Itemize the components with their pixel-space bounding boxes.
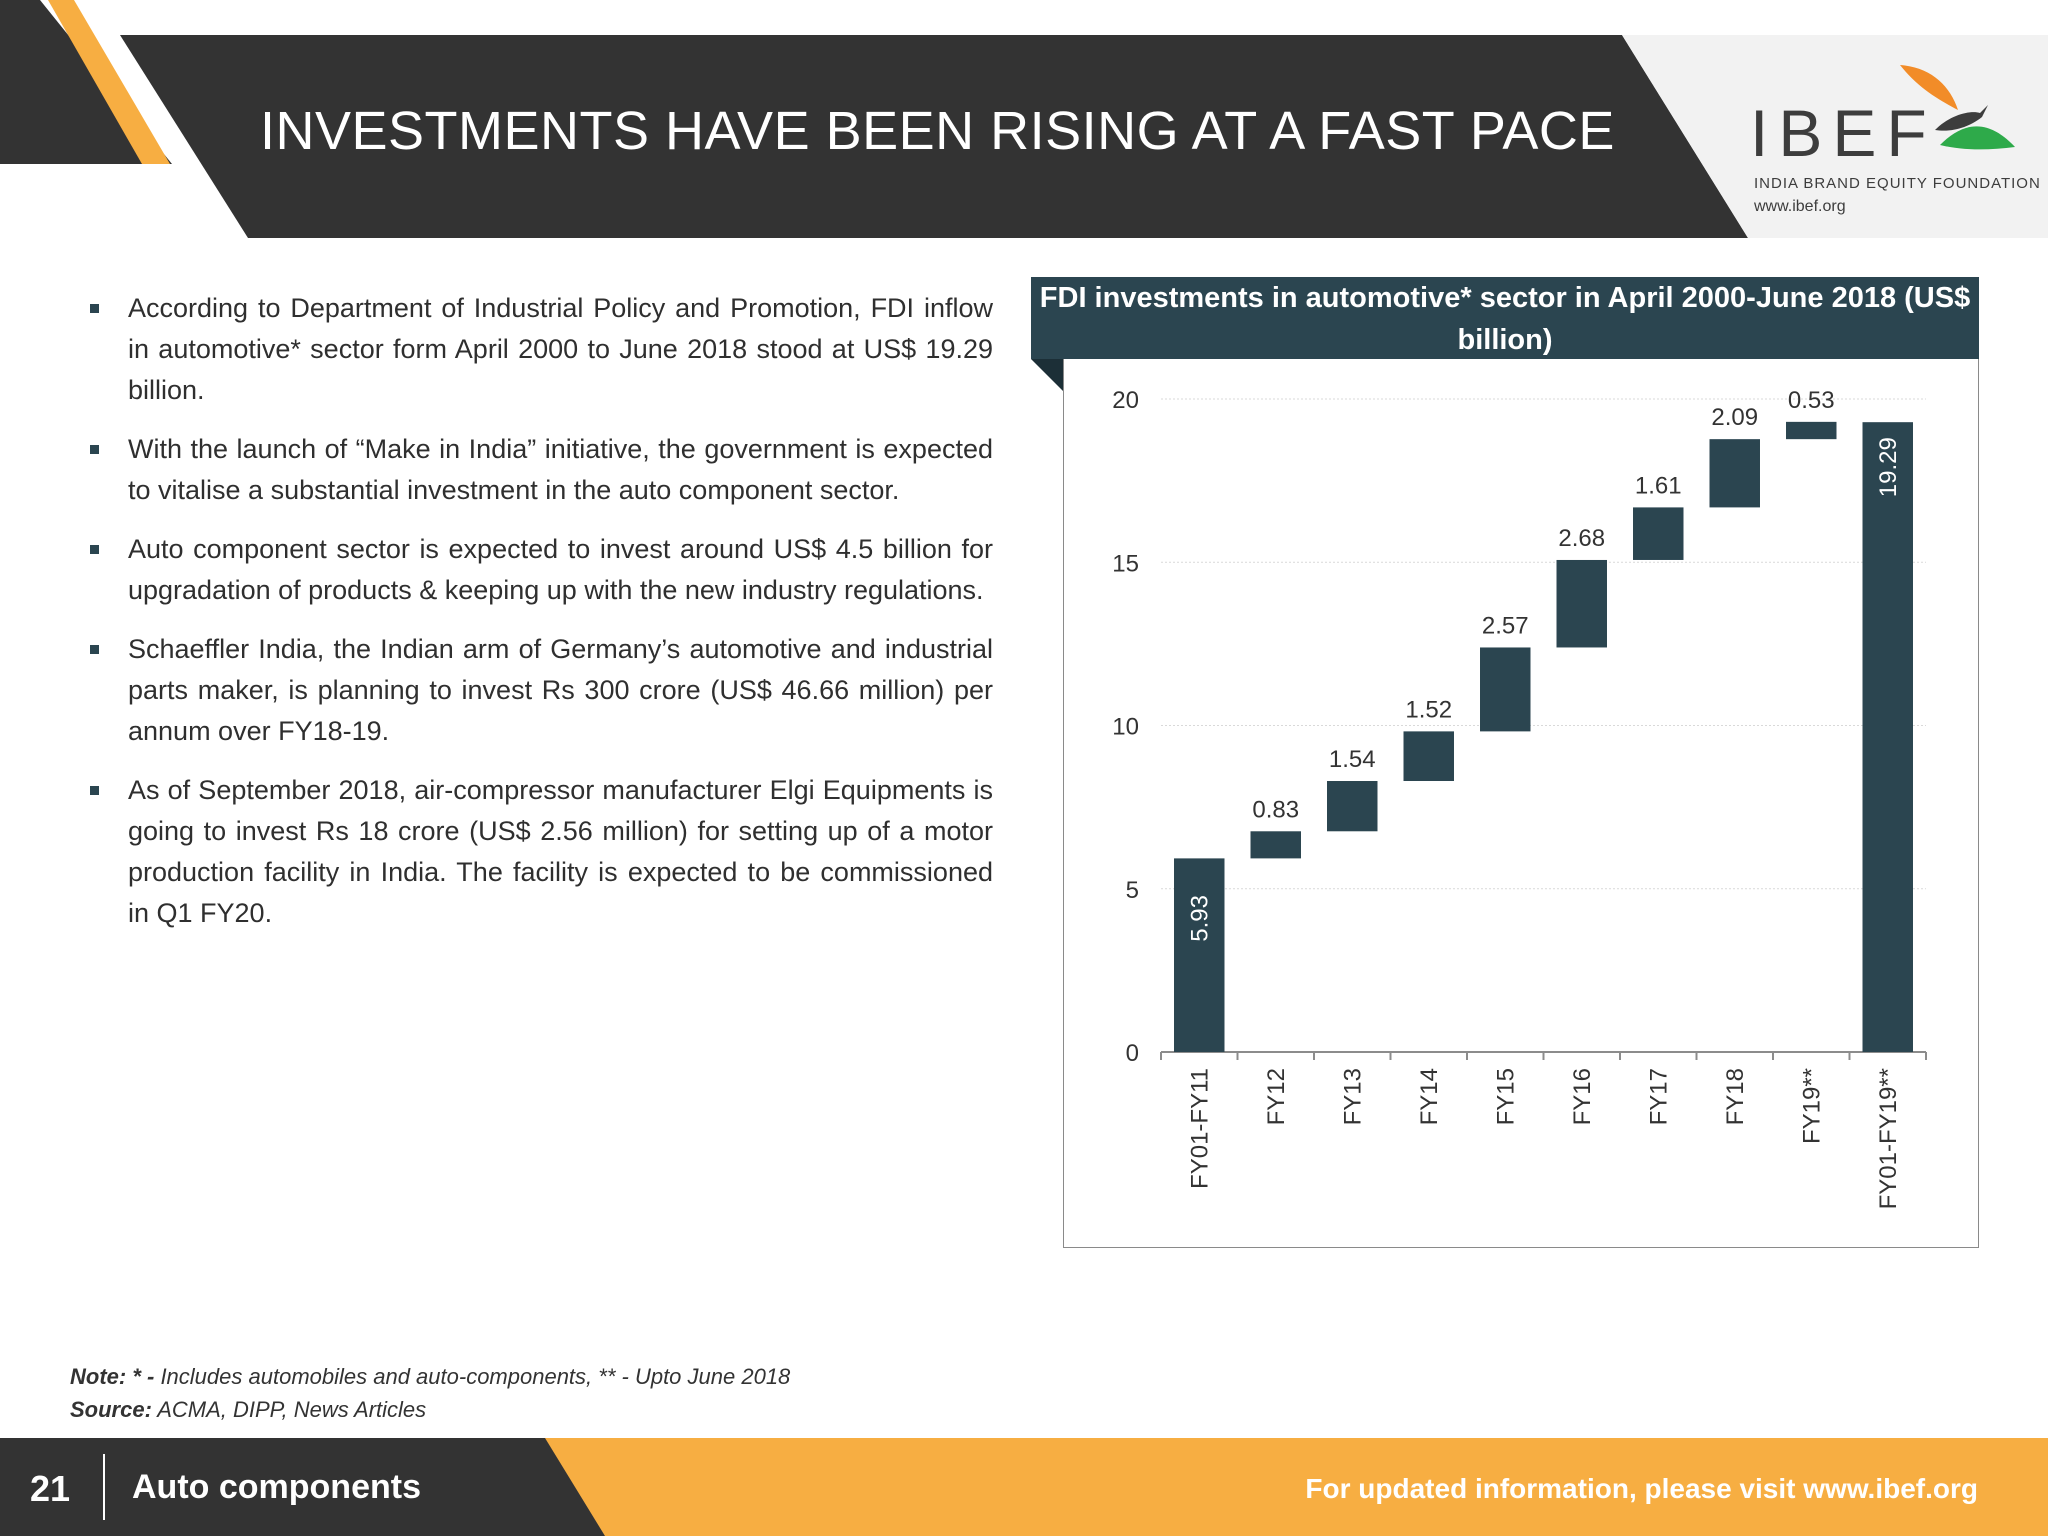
bullet-item: With the launch of “Make in India” initi… bbox=[90, 429, 993, 511]
x-tick-label: FY01-FY11 bbox=[1186, 1068, 1213, 1189]
bar bbox=[1709, 439, 1760, 508]
bullet-item: Schaeffler India, the Indian arm of Germ… bbox=[90, 629, 993, 752]
x-tick-label: FY14 bbox=[1416, 1068, 1443, 1125]
bullet-square-icon bbox=[90, 645, 99, 654]
bullet-list: According to Department of Industrial Po… bbox=[90, 288, 993, 952]
chart-title-banner bbox=[1031, 277, 1979, 359]
bullet-item: As of September 2018, air-compressor man… bbox=[90, 770, 993, 934]
bar bbox=[1174, 858, 1225, 1052]
data-label: 19.29 bbox=[1875, 437, 1902, 497]
y-tick-label: 5 bbox=[1126, 877, 1139, 904]
data-label: 2.68 bbox=[1558, 525, 1605, 552]
data-label: 1.54 bbox=[1329, 746, 1376, 773]
note-label: Note: * - bbox=[70, 1364, 155, 1389]
y-tick-label: 20 bbox=[1112, 387, 1139, 414]
y-tick-label: 0 bbox=[1126, 1040, 1139, 1067]
bullet-square-icon bbox=[90, 304, 99, 313]
logo-name: IBEF bbox=[1750, 96, 1937, 170]
source-line: Source: ACMA, DIPP, News Articles bbox=[70, 1393, 790, 1426]
logo-url[interactable]: www.ibef.org bbox=[1754, 198, 1846, 215]
data-label: 1.61 bbox=[1635, 472, 1682, 499]
y-tick-label: 10 bbox=[1112, 714, 1139, 741]
bird-logo-icon bbox=[1900, 65, 2015, 150]
bullet-square-icon bbox=[90, 786, 99, 795]
bar bbox=[1556, 559, 1607, 648]
waterfall-chart: 0 5 10 15 20 5.93 FY01-FY11 0.83 FY12 1.54 FY13 1.5… bbox=[1112, 387, 1927, 1209]
bar bbox=[1862, 422, 1913, 1052]
data-label: 1.52 bbox=[1405, 696, 1452, 723]
footer-link[interactable]: For updated information, please visit ww… bbox=[1305, 1473, 1978, 1504]
source-text: ACMA, DIPP, News Articles bbox=[151, 1397, 427, 1422]
x-tick-label: FY13 bbox=[1339, 1068, 1366, 1125]
chart-frame bbox=[1063, 300, 1979, 1248]
footer-bar bbox=[0, 1438, 2048, 1536]
x-tick-label: FY17 bbox=[1645, 1068, 1672, 1125]
section-name: Auto components bbox=[132, 1468, 421, 1506]
banner-fold-icon bbox=[1031, 359, 1063, 391]
bar bbox=[1327, 781, 1378, 832]
x-tick-label: FY12 bbox=[1263, 1068, 1290, 1125]
source-label: Source: bbox=[70, 1397, 152, 1422]
page-number: 21 bbox=[30, 1468, 71, 1509]
page-title: INVESTMENTS HAVE BEEN RISING AT A FAST P… bbox=[260, 101, 1615, 161]
data-label: 0.53 bbox=[1788, 387, 1835, 414]
bullet-item: According to Department of Industrial Po… bbox=[90, 288, 993, 411]
note-text: Includes automobiles and auto-components… bbox=[154, 1364, 791, 1389]
bar bbox=[1633, 507, 1684, 560]
bullet-square-icon bbox=[90, 445, 99, 454]
data-label: 5.93 bbox=[1186, 895, 1213, 942]
data-label: 2.09 bbox=[1711, 404, 1758, 431]
bar bbox=[1403, 731, 1454, 782]
bar bbox=[1480, 647, 1531, 732]
x-tick-label: FY18 bbox=[1722, 1068, 1749, 1125]
y-tick-label: 15 bbox=[1112, 550, 1139, 577]
logo-tagline: INDIA BRAND EQUITY FOUNDATION bbox=[1754, 175, 2041, 192]
bullet-item: Auto component sector is expected to inv… bbox=[90, 529, 993, 611]
data-label: 0.83 bbox=[1252, 796, 1299, 823]
bar bbox=[1786, 421, 1837, 440]
note-line: Note: * - Includes automobiles and auto-… bbox=[70, 1360, 790, 1393]
x-tick-label: FY15 bbox=[1492, 1068, 1519, 1125]
bullet-square-icon bbox=[90, 545, 99, 554]
data-label: 2.57 bbox=[1482, 612, 1529, 639]
notes-block: Note: * - Includes automobiles and auto-… bbox=[70, 1360, 790, 1426]
chart-title: FDI investments in automotive* sector in… bbox=[1039, 282, 1971, 356]
x-tick-label: FY19** bbox=[1798, 1068, 1825, 1144]
x-tick-label: FY16 bbox=[1569, 1068, 1596, 1125]
x-tick-label: FY01-FY19** bbox=[1875, 1068, 1902, 1209]
bar bbox=[1250, 831, 1301, 859]
header-banner bbox=[0, 0, 2048, 238]
